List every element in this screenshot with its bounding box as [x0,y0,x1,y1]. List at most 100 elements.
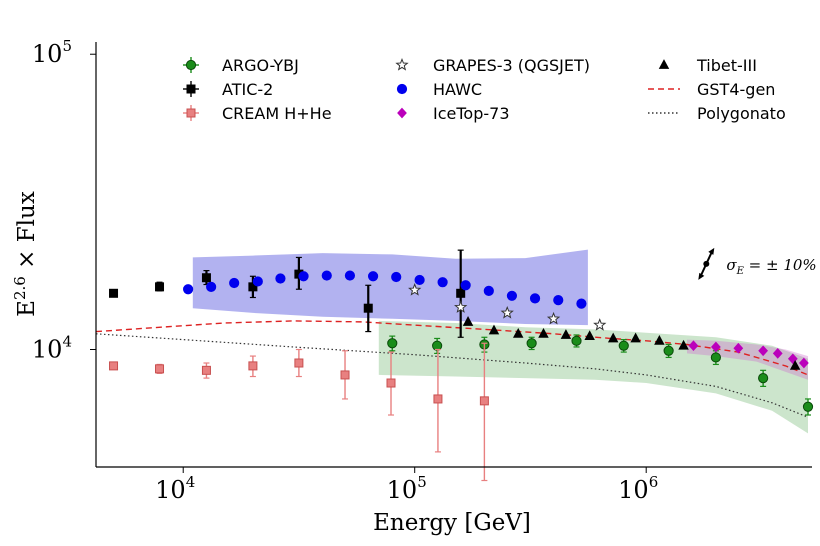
argo-ybj-point [432,340,443,351]
y-axis-title-base: E [14,300,40,317]
x-axis-title: Energy [GeV] [373,510,531,536]
hawc-point [344,270,356,281]
icetop-73-point [688,340,699,352]
resolution-center-dot [703,260,710,267]
hawc-point [460,280,471,291]
hawc-series [183,270,587,309]
y-tick-label: 105 [32,37,72,68]
cream-h-he-point [479,396,489,406]
cream-h-he-point [248,361,258,371]
argo-ybj-point [710,352,721,363]
argo-ybj-point [526,338,537,349]
tibet-iii-point [607,332,619,343]
hawc-point [229,277,240,289]
tibet-iii-point [584,330,595,341]
hawc-point [529,293,541,304]
atic-2-point [155,282,165,292]
legend-label: Tibet-III [696,56,757,75]
hawc-point [576,298,587,309]
hawc-point [553,294,564,306]
hawc-point [414,274,425,286]
legend-label: GRAPES-3 (QGSJET) [433,56,590,75]
hawc-point [206,281,217,292]
cream-h-he-point [109,361,119,371]
icetop-73-point [711,341,721,353]
icetop-73-point [772,348,783,359]
tibet-iii-point [538,327,549,338]
argo-ybj-point [387,338,398,349]
legend-item-argo-ybj: ARGO-YBJ [183,56,299,75]
tibet-iii-point [512,327,524,338]
tibet-iii-point [654,334,665,345]
icetop-73-point [799,357,809,369]
grapes-3-qgsjet-point [454,300,468,313]
argo-ybj-point [571,335,582,346]
argo-ybj-point [663,345,674,356]
atic-2-point [456,288,466,298]
cream-h-he-series [109,342,489,482]
y-axis-title-exp: 2.6 [11,276,29,300]
legend-item-tibet-iii: Tibet-III [658,56,757,75]
tibet-iii-point [789,360,801,370]
legend-marker [397,107,407,119]
legend-item-gst4-gen: GST4-gen [648,80,775,99]
hawc-point [275,273,286,284]
legend-label: Polygonato [697,104,786,123]
axes: 104 105 106 104 105 [32,37,812,504]
grapes-3-qgsjet-point [546,311,561,325]
legend-marker [658,59,670,69]
resolution-arrow-head [708,247,715,255]
grapes-3-qgsjet-point [408,283,422,296]
hawc-point [391,271,402,283]
legend-marker [396,83,408,95]
legend-label: IceTop-73 [433,104,510,123]
cream-h-he-point [155,364,165,374]
grapes-3-qgsjet-point [593,318,607,331]
y-axis-title-rest: × Flux [14,191,40,276]
hawc-point [437,277,448,288]
legend-item-grapes-3-qgsjet: GRAPES-3 (QGSJET) [395,56,590,75]
y-axis-title: E2.6 × Flux [11,191,40,317]
hawc-point [483,285,494,296]
atic-2-point [201,273,211,283]
hawc-band [192,249,588,326]
legend-label: ATIC-2 [222,80,273,99]
icetop-73-point [733,342,744,354]
legend-marker [186,84,196,94]
legend-label: HAWC [433,80,482,99]
tibet-iii-point [560,329,572,339]
tibet-iii-point [630,332,641,343]
hawc-point [506,290,518,301]
argo-ybj-point [618,340,629,351]
tibet-iii-point [462,316,474,326]
legend-item-hawc: HAWC [396,80,482,99]
atic-2-point [109,288,119,298]
hawc-point [252,276,263,287]
x-tick-label: 105 [387,473,427,504]
argo-ybj-series [387,334,814,416]
cream-h-he-point [201,365,211,375]
legend-item-polygonato: Polygonato [648,104,786,123]
grapes-3-qgsjet-series [408,283,607,331]
y-tick-label: 104 [32,332,72,363]
cream-h-he-point [294,358,304,368]
cream-h-he-point [340,370,350,380]
legend-item-cream-h-he: CREAM H+He [183,104,332,123]
argo-ybj-point [758,373,769,384]
icetop-73-series [688,340,809,369]
tibet-iii-point [678,339,689,350]
legend-marker [395,58,409,71]
tibet-iii-point [488,324,500,335]
legend-item-icetop-73: IceTop-73 [397,104,510,123]
atic-2-point [363,303,373,313]
icetop-73-point [758,345,769,357]
x-tick-label: 104 [155,473,195,504]
tibet-iii-series [462,316,801,370]
cream-h-he-point [433,394,443,404]
atic-2-series [109,249,466,338]
polygonato-line [95,333,809,418]
argo-ybj-point [802,401,814,412]
legend-marker [186,108,196,118]
legend-label: GST4-gen [697,80,775,99]
